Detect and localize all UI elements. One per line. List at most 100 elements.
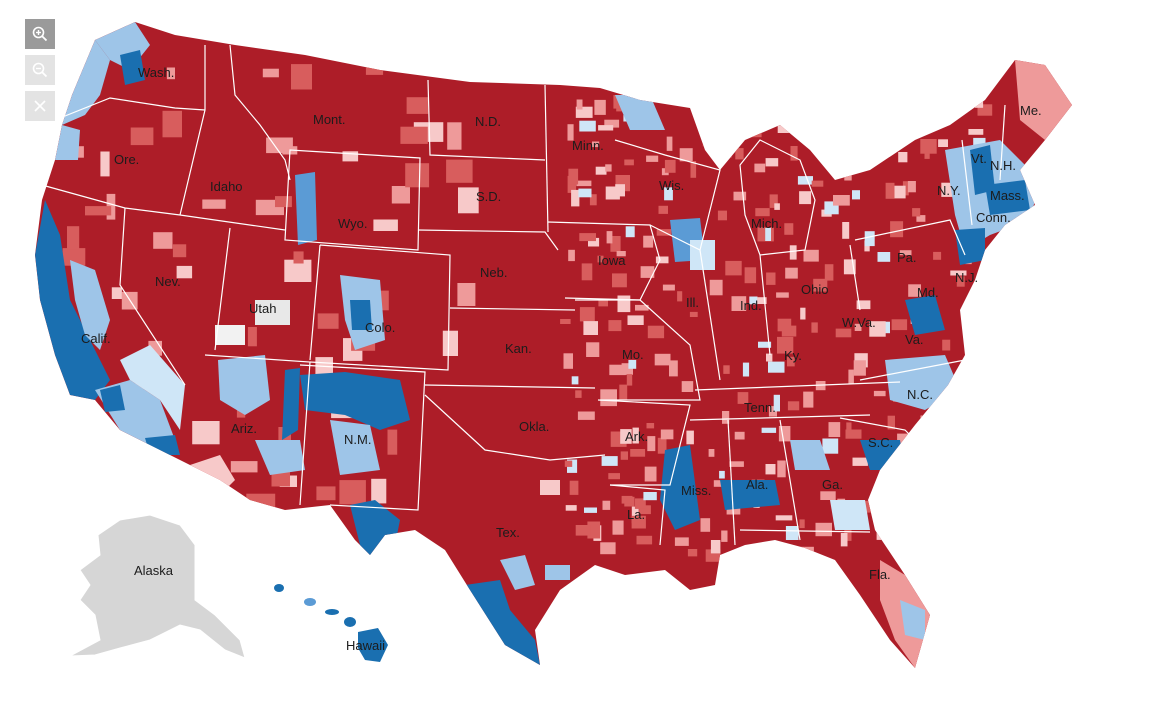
county-patch xyxy=(130,127,154,146)
label-nd: N.D. xyxy=(475,114,501,129)
county-patch xyxy=(819,111,828,124)
county-patch xyxy=(800,307,806,320)
county-patch xyxy=(757,297,767,304)
county-patch xyxy=(625,226,635,238)
county-patch xyxy=(765,464,776,475)
border-mo xyxy=(575,299,701,401)
county-patch xyxy=(597,255,604,263)
county-patch xyxy=(571,376,579,385)
county-patch xyxy=(621,495,633,504)
county-patch xyxy=(784,223,794,235)
county-patch xyxy=(836,126,848,134)
county-patch xyxy=(442,330,458,356)
border-nm-tx xyxy=(299,364,426,511)
county-patch xyxy=(647,325,665,339)
county-patch xyxy=(316,486,336,501)
county-patch xyxy=(612,273,627,288)
label-conn: Conn. xyxy=(976,210,1011,225)
county-patch xyxy=(828,422,841,437)
county-patch xyxy=(700,518,711,532)
county-patch xyxy=(647,436,656,452)
county-patch xyxy=(660,429,674,440)
county-patch xyxy=(631,515,646,529)
border-ny-vt xyxy=(961,139,973,226)
zoom-out-button[interactable] xyxy=(25,55,55,85)
county-patch xyxy=(841,125,855,143)
label-mont: Mont. xyxy=(313,112,346,127)
zoom-in-icon xyxy=(32,26,48,42)
county-patch xyxy=(960,476,967,491)
county-patch xyxy=(690,161,697,178)
county-patch xyxy=(608,473,620,480)
county-patch xyxy=(976,529,988,542)
county-patch xyxy=(876,524,887,540)
reset-button[interactable] xyxy=(25,91,55,121)
border-az-nm xyxy=(204,354,311,506)
county-patch xyxy=(790,146,798,161)
county-patch xyxy=(677,291,683,302)
county-patch xyxy=(965,445,983,454)
county-patch xyxy=(246,493,276,514)
county-patch xyxy=(921,469,928,475)
county-patch xyxy=(630,449,646,457)
label-iowa: Iowa xyxy=(598,253,626,268)
county-patch xyxy=(912,484,924,501)
county-patch xyxy=(864,231,875,247)
county-patch xyxy=(742,362,750,377)
county-patch xyxy=(600,542,616,555)
label-mich: Mich. xyxy=(751,216,782,231)
label-ny: N.Y. xyxy=(937,183,961,198)
hawaii-island-big xyxy=(358,628,388,662)
county-patch xyxy=(845,429,862,439)
county-patch xyxy=(594,99,606,115)
county-patch xyxy=(458,187,479,214)
county-patch xyxy=(686,430,694,445)
county-patch xyxy=(373,219,398,231)
county-patch xyxy=(765,228,771,241)
county-patch xyxy=(387,429,398,455)
county-patch xyxy=(635,304,649,311)
label-ariz: Ariz. xyxy=(231,421,257,436)
county-patch xyxy=(777,318,792,332)
maine-red xyxy=(1015,60,1072,140)
county-patch xyxy=(640,266,655,278)
minnesota-northeast xyxy=(615,95,665,130)
county-patch xyxy=(595,166,607,175)
county-patch xyxy=(67,226,80,250)
county-patch xyxy=(457,283,476,306)
county-patch xyxy=(172,244,187,258)
label-va: Va. xyxy=(905,332,924,347)
county-patch xyxy=(689,311,698,317)
county-patch xyxy=(938,139,948,147)
county-patch xyxy=(725,260,742,276)
county-patch xyxy=(687,549,698,557)
border-nc-sc xyxy=(839,417,931,456)
label-calif: Calif. xyxy=(81,331,111,346)
zoom-in-button[interactable] xyxy=(25,19,55,49)
border-ky-tn xyxy=(694,381,901,391)
new-mexico-south xyxy=(330,420,380,475)
south-florida-blue xyxy=(900,600,925,640)
denver-area xyxy=(350,300,372,330)
label-mass: Mass. xyxy=(990,188,1025,203)
county-patch xyxy=(950,270,967,276)
county-patch xyxy=(898,450,907,462)
label-ind: Ind. xyxy=(740,298,762,313)
county-patch xyxy=(628,359,637,369)
county-patch xyxy=(852,190,860,200)
georgia-north xyxy=(790,440,830,470)
border-wi xyxy=(614,139,721,251)
county-patch xyxy=(681,381,694,392)
county-patch xyxy=(602,500,611,510)
county-patch xyxy=(903,450,914,459)
label-vt: Vt. xyxy=(971,151,987,166)
county-patch xyxy=(719,470,725,479)
label-hawaii: Hawaii xyxy=(346,638,385,653)
label-miss: Miss. xyxy=(681,483,711,498)
border-sd-ne xyxy=(417,229,559,251)
border-id-west xyxy=(179,45,206,216)
county-patch xyxy=(657,437,667,454)
county-patch xyxy=(149,496,164,517)
